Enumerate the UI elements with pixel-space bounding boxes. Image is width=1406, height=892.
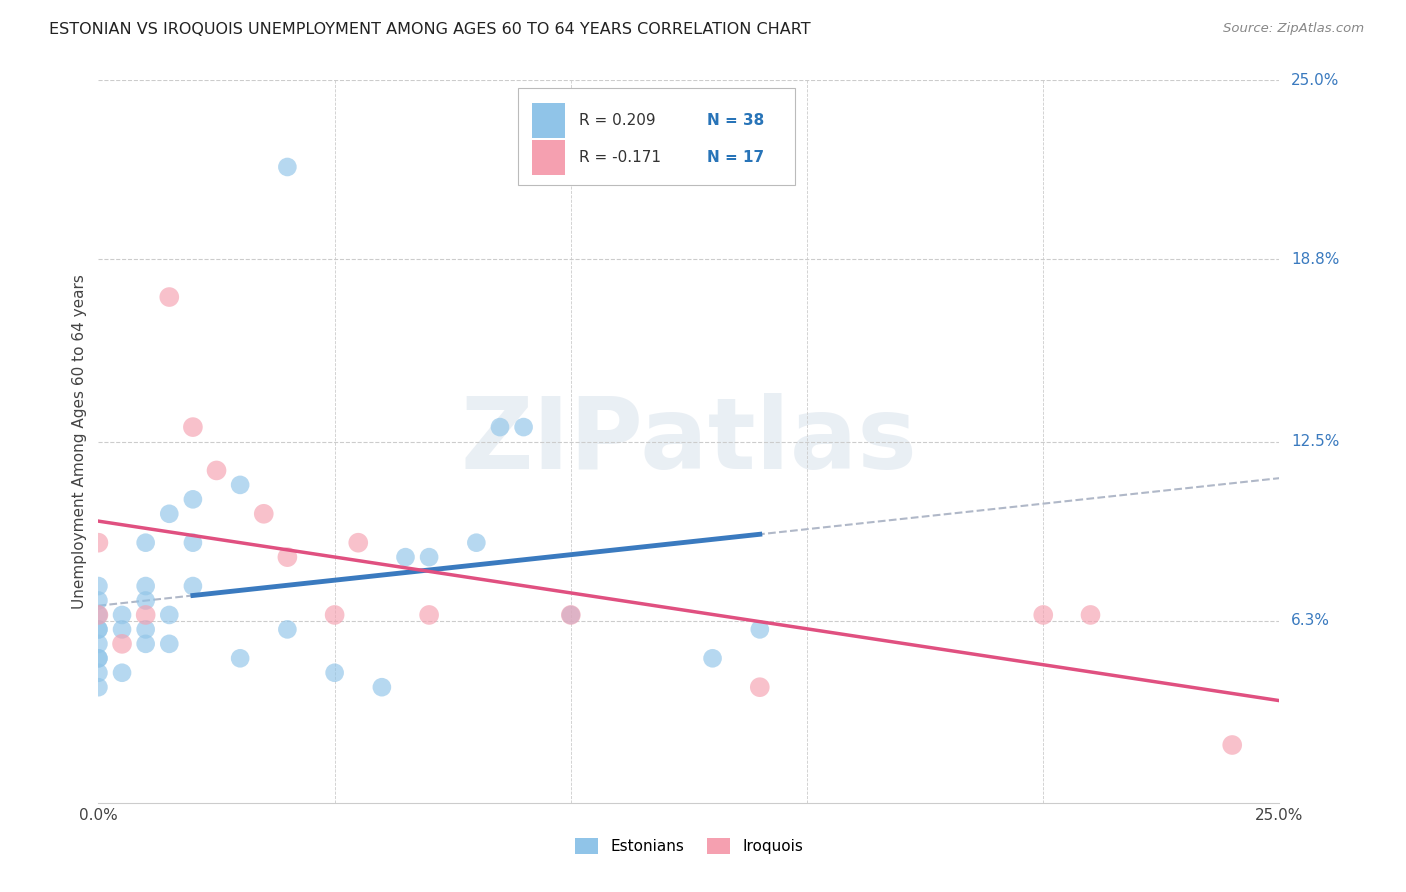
Point	[157, 290, 180, 304]
Point	[276, 550, 298, 565]
Legend: Estonians, Iroquois: Estonians, Iroquois	[569, 832, 808, 860]
Point	[229, 478, 252, 492]
Point	[87, 607, 110, 622]
Point	[276, 623, 298, 637]
Text: Source: ZipAtlas.com: Source: ZipAtlas.com	[1223, 22, 1364, 36]
Point	[253, 507, 276, 521]
Point	[135, 535, 157, 549]
Point	[347, 535, 370, 549]
Point	[465, 535, 488, 549]
Text: 6.3%: 6.3%	[1291, 613, 1330, 628]
Text: 18.8%: 18.8%	[1291, 252, 1340, 267]
Point	[157, 607, 180, 622]
Point	[323, 665, 346, 680]
Y-axis label: Unemployment Among Ages 60 to 64 years: Unemployment Among Ages 60 to 64 years	[72, 274, 87, 609]
Point	[181, 420, 204, 434]
Point	[1032, 607, 1054, 622]
Text: 12.5%: 12.5%	[1291, 434, 1340, 449]
Point	[135, 579, 157, 593]
Point	[87, 651, 110, 665]
Point	[87, 579, 110, 593]
Point	[702, 651, 724, 665]
Point	[371, 680, 394, 694]
Point	[748, 680, 770, 694]
FancyBboxPatch shape	[531, 140, 565, 175]
Point	[87, 665, 110, 680]
Text: N = 17: N = 17	[707, 150, 763, 165]
Point	[323, 607, 346, 622]
Point	[181, 535, 204, 549]
Point	[111, 665, 134, 680]
Point	[560, 607, 582, 622]
Point	[418, 607, 440, 622]
Point	[181, 579, 204, 593]
FancyBboxPatch shape	[517, 87, 796, 185]
Point	[87, 593, 110, 607]
Point	[87, 623, 110, 637]
Point	[1080, 607, 1102, 622]
FancyBboxPatch shape	[531, 103, 565, 138]
Text: R = -0.171: R = -0.171	[579, 150, 661, 165]
Point	[87, 651, 110, 665]
Point	[157, 637, 180, 651]
Point	[135, 623, 157, 637]
Point	[1220, 738, 1243, 752]
Text: 25.0%: 25.0%	[1291, 73, 1340, 87]
Text: ZIPatlas: ZIPatlas	[461, 393, 917, 490]
Text: ESTONIAN VS IROQUOIS UNEMPLOYMENT AMONG AGES 60 TO 64 YEARS CORRELATION CHART: ESTONIAN VS IROQUOIS UNEMPLOYMENT AMONG …	[49, 22, 811, 37]
Point	[394, 550, 416, 565]
Point	[181, 492, 204, 507]
Point	[748, 623, 770, 637]
Point	[489, 420, 512, 434]
Point	[135, 637, 157, 651]
Point	[229, 651, 252, 665]
Point	[418, 550, 440, 565]
Point	[276, 160, 298, 174]
Point	[111, 623, 134, 637]
Point	[111, 637, 134, 651]
Point	[135, 607, 157, 622]
Point	[560, 607, 582, 622]
Text: N = 38: N = 38	[707, 113, 763, 128]
Point	[512, 420, 534, 434]
Point	[87, 680, 110, 694]
Point	[157, 507, 180, 521]
Point	[87, 607, 110, 622]
Point	[87, 637, 110, 651]
Point	[111, 607, 134, 622]
Point	[87, 623, 110, 637]
Point	[135, 593, 157, 607]
Text: R = 0.209: R = 0.209	[579, 113, 655, 128]
Point	[87, 535, 110, 549]
Point	[205, 463, 228, 477]
